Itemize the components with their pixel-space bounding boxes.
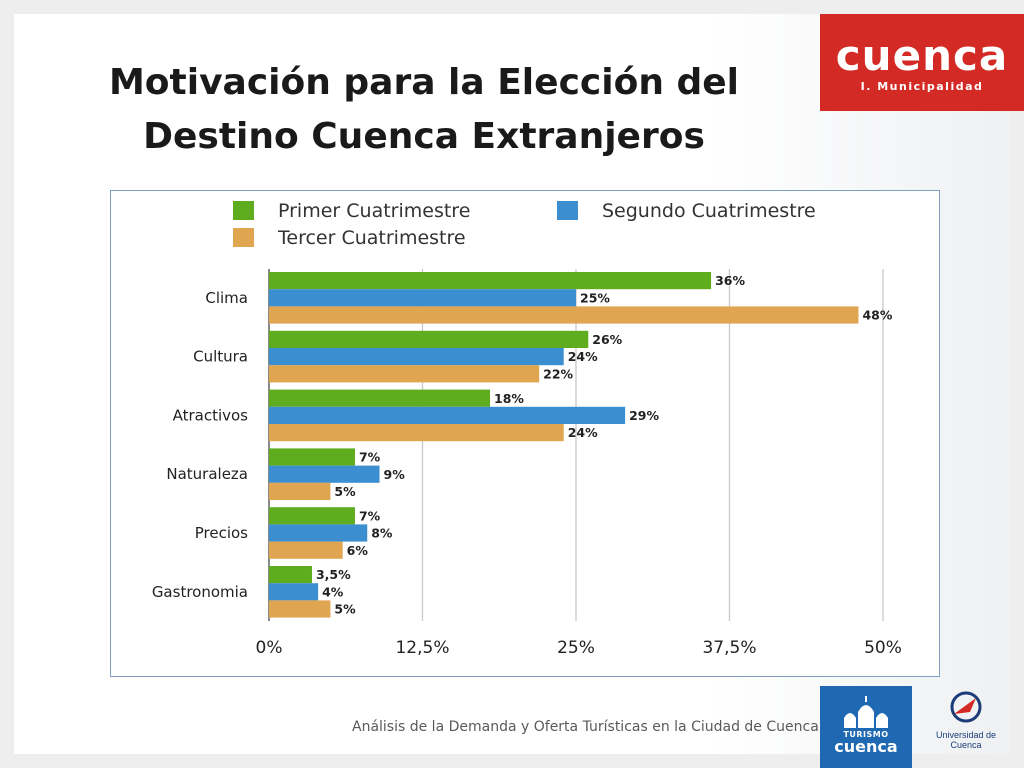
data-label: 29% (629, 408, 659, 423)
data-label: 18% (494, 391, 524, 406)
bar (269, 330, 589, 348)
title-line-1: Motivación para la Elección del (108, 62, 740, 103)
data-label: 9% (384, 467, 406, 482)
bar (269, 389, 491, 407)
legend-label: Segundo Cuatrimestre (602, 200, 816, 222)
turismo-cuenca-logo: TURISMO cuenca (820, 686, 912, 768)
legend-swatch (557, 201, 578, 220)
bar (269, 448, 355, 466)
bar (269, 465, 380, 483)
bar (269, 524, 368, 542)
slide: Motivación para la Elección del Destino … (14, 14, 1024, 768)
category-label: Gastronomia (152, 583, 248, 601)
x-tick-label: 12,5% (395, 638, 449, 658)
legend-label: Primer Cuatrimestre (278, 200, 470, 222)
bar (269, 365, 540, 383)
legend-label: Tercer Cuatrimestre (277, 227, 466, 249)
municipalidad-logo: cuenca I. Municipalidad (820, 14, 1024, 111)
cathedral-dome-icon (844, 696, 888, 728)
bar (269, 348, 564, 366)
data-label: 6% (347, 543, 369, 558)
logo-turismo-top: TURISMO (843, 730, 889, 739)
x-tick-label: 50% (864, 638, 902, 658)
bar (269, 424, 564, 442)
data-label: 5% (334, 602, 356, 617)
logo-turismo-word: cuenca (834, 737, 898, 756)
title-line-2: Destino Cuenca Extranjeros (143, 116, 705, 157)
data-label: 3,5% (316, 567, 351, 582)
x-tick-label: 37,5% (702, 638, 756, 658)
data-label: 22% (543, 366, 573, 381)
bar (269, 289, 576, 307)
university-emblem-icon (950, 691, 982, 723)
data-label: 48% (862, 308, 892, 323)
bar (269, 482, 331, 500)
bar (269, 406, 626, 424)
universidad-logo: Universidad de Cuenca (920, 690, 1012, 750)
data-label: 24% (568, 349, 598, 364)
category-label: Naturaleza (166, 465, 248, 483)
data-label: 36% (715, 273, 745, 288)
category-label: Clima (205, 289, 248, 307)
bar (269, 600, 331, 618)
bar (269, 566, 312, 584)
logo-cuenca-word: cuenca (835, 31, 1009, 80)
chart-container: 0% 12,5% 25% 37,5% 50% Clima 36% 25% 48% Cultura 2… (110, 190, 940, 677)
legend-swatch (233, 201, 254, 220)
data-label: 4% (322, 584, 344, 599)
logo-ucuenca-text: Universidad de Cuenca (935, 730, 997, 750)
data-label: 5% (334, 484, 356, 499)
x-tick-label: 25% (557, 638, 595, 658)
page-title: Motivación para la Elección del Destino … (74, 56, 774, 164)
footer-caption: Análisis de la Demanda y Oferta Turístic… (352, 719, 819, 735)
bar (269, 583, 319, 601)
bar-chart: 0% 12,5% 25% 37,5% 50% Clima 36% 25% 48% Cultura 2… (152, 200, 902, 658)
data-label: 7% (359, 450, 381, 465)
data-label: 25% (580, 290, 610, 305)
data-label: 8% (371, 526, 393, 541)
category-label: Precios (195, 524, 248, 542)
legend-swatch (233, 228, 254, 247)
category-label: Atractivos (173, 406, 249, 424)
logo-cuenca-sub: I. Municipalidad (860, 80, 984, 93)
bar (269, 306, 859, 324)
bar (269, 507, 355, 525)
data-label: 24% (568, 425, 598, 440)
bar (269, 541, 343, 559)
data-label: 7% (359, 508, 381, 523)
x-tick-label: 0% (256, 638, 283, 658)
category-label: Cultura (193, 348, 248, 366)
data-label: 26% (592, 332, 622, 347)
bar (269, 272, 712, 290)
